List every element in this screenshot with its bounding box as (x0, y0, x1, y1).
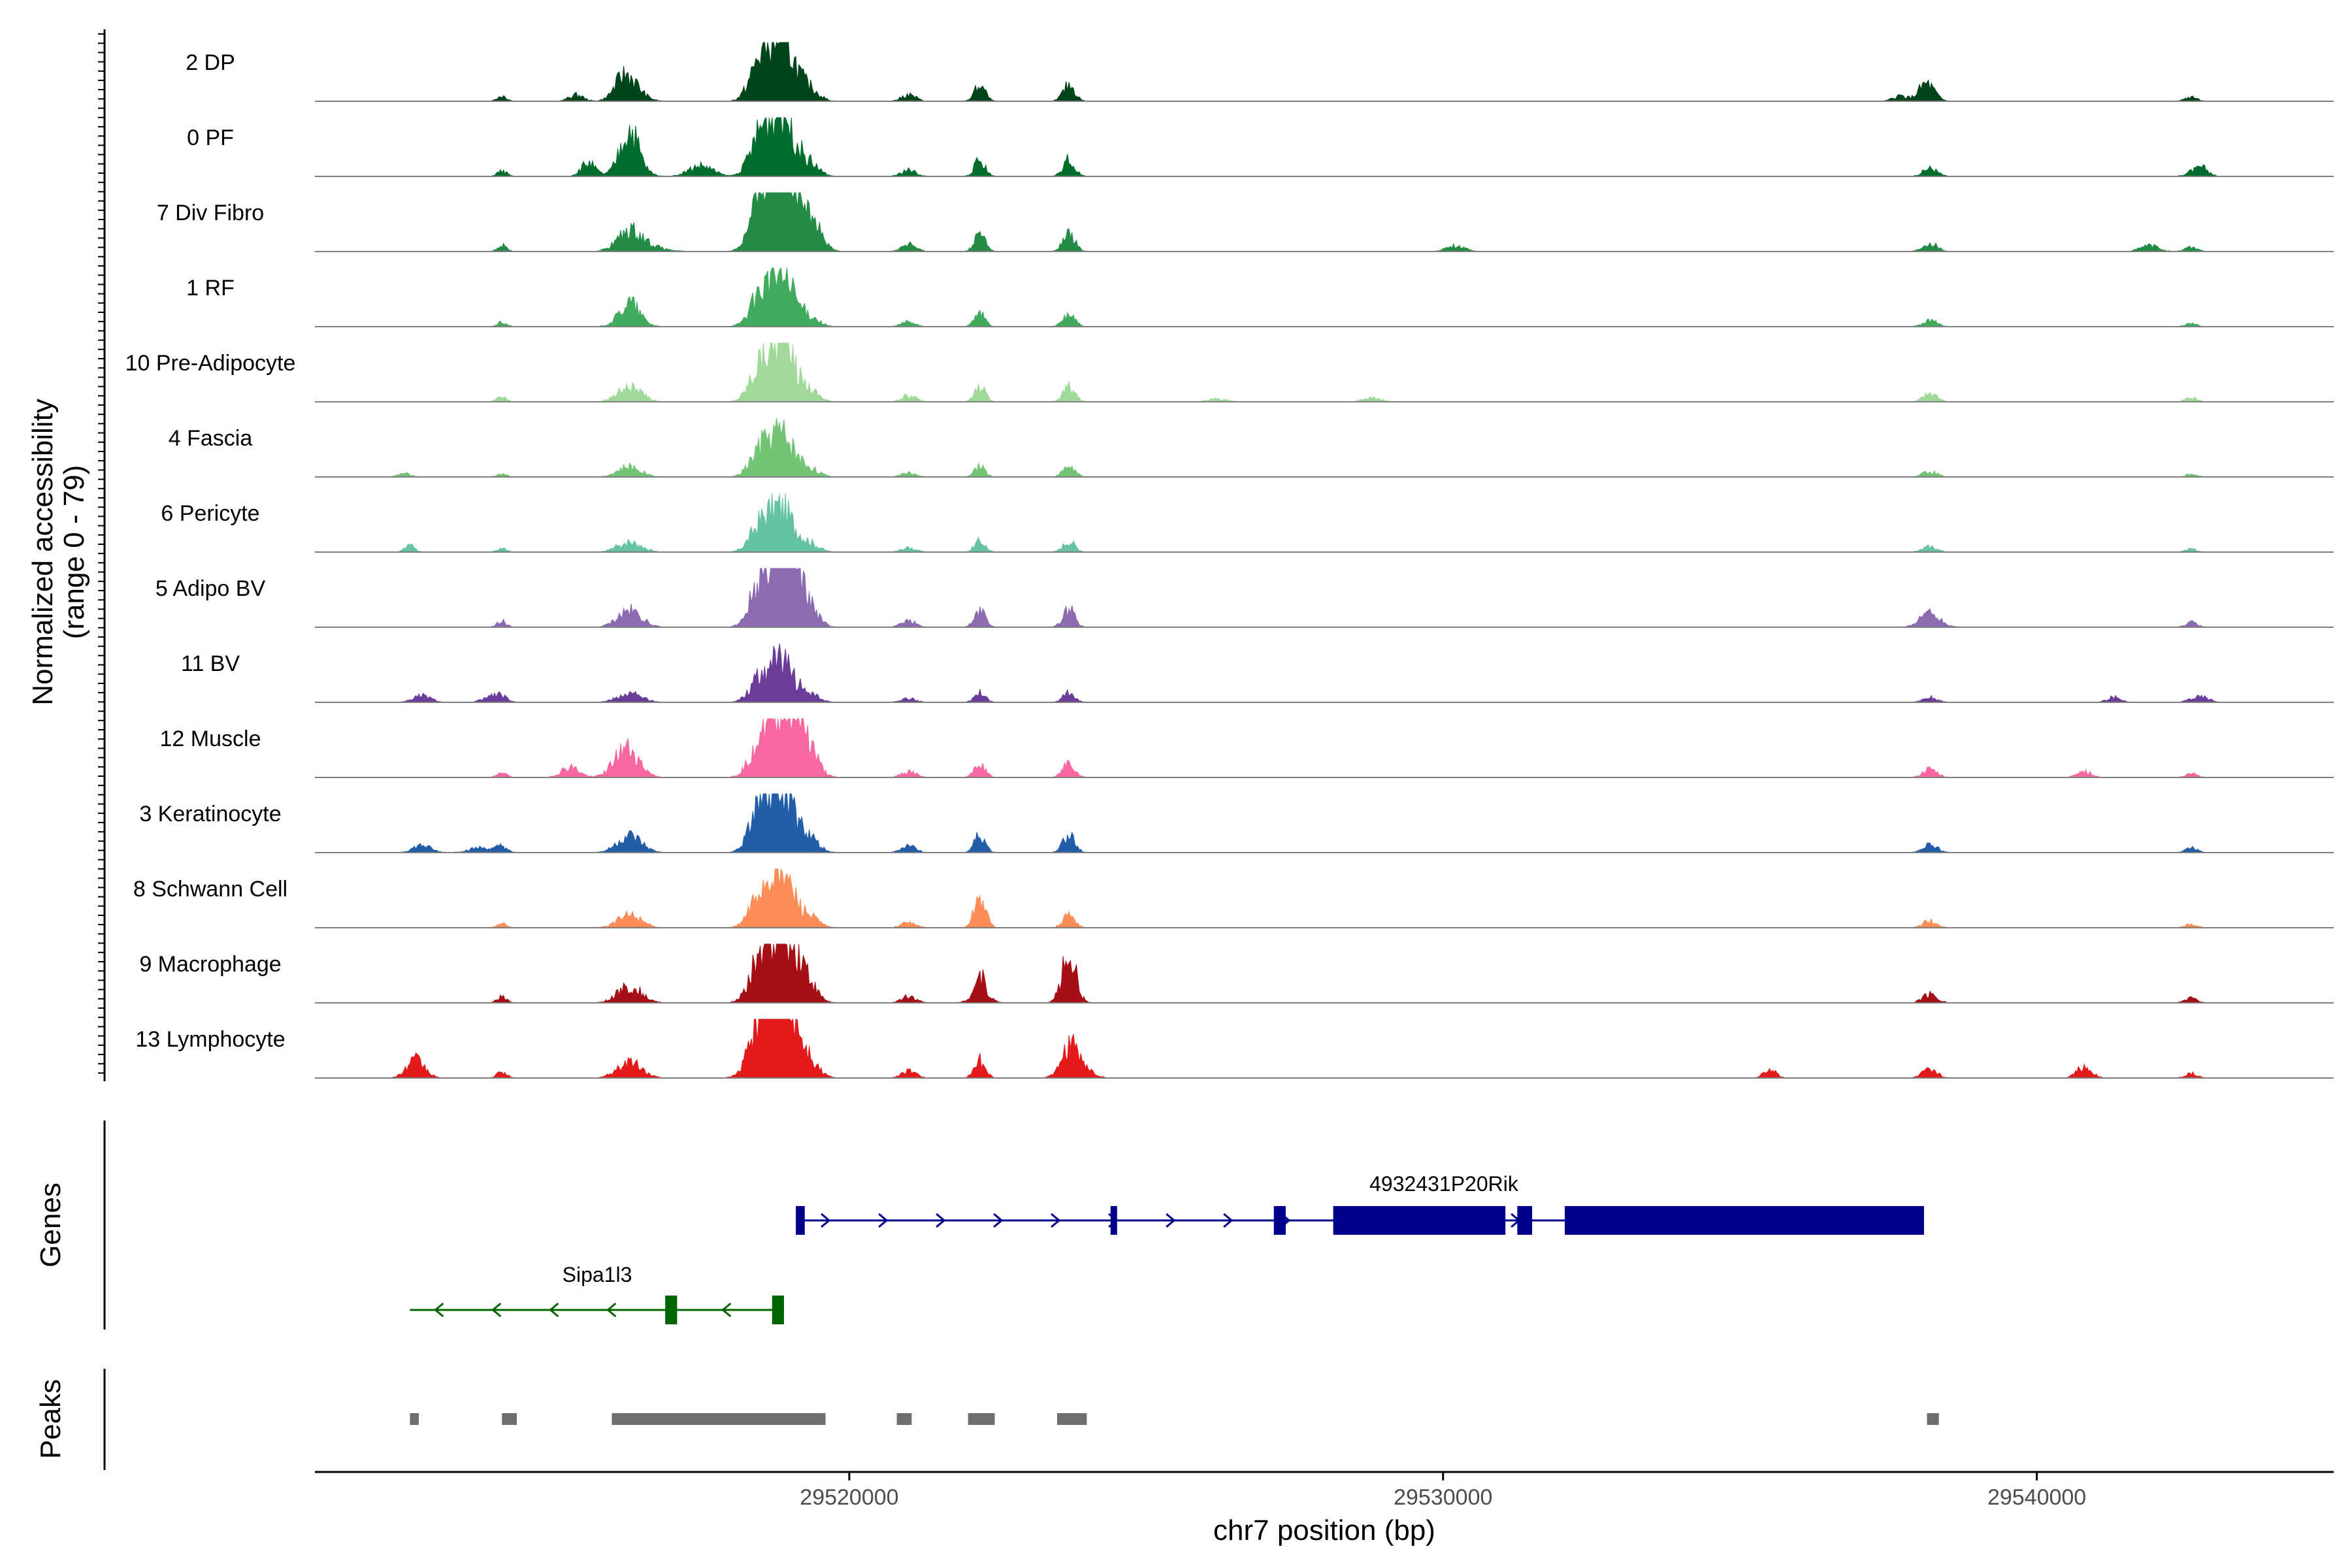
gene-4932431p20rik: 4932431P20Rik (796, 1172, 1924, 1235)
strand-arrow (821, 1213, 831, 1228)
strand-arrow (606, 1302, 617, 1318)
track-9-macrophage: 9 Macrophage (139, 943, 2334, 1004)
track-label: 7 Div Fibro (157, 201, 264, 225)
track-5-adipo-bv: 5 Adipo BV (155, 568, 2334, 628)
x-tick-label: 29540000 (1987, 1485, 2086, 1510)
track-label: 8 Schwann Cell (133, 877, 287, 902)
strand-arrow (1166, 1213, 1176, 1228)
coverage-area-10-pre-adipocyte (315, 342, 2334, 402)
gene-exon (1110, 1206, 1117, 1235)
track-4-fascia: 4 Fascia (169, 417, 2334, 478)
track-label: 13 Lymphocyte (135, 1027, 285, 1052)
track-label: 5 Adipo BV (155, 576, 266, 601)
coverage-area-6-pericyte (315, 493, 2334, 553)
track-0-pf: 0 PF (187, 116, 2334, 177)
peak-region (502, 1413, 517, 1425)
peaks-panel-title: Peaks (35, 1379, 67, 1459)
strand-arrow (491, 1302, 502, 1318)
strand-arrow (721, 1302, 732, 1318)
peak-region (410, 1413, 419, 1425)
strand-arrow (993, 1213, 1004, 1228)
gene-exon (665, 1296, 678, 1324)
track-label: 11 BV (181, 651, 240, 676)
coverage-area-1-rf (315, 267, 2334, 327)
x-tick-label: 29520000 (800, 1485, 898, 1510)
track-7-div-fibro: 7 Div Fibro (157, 191, 2334, 252)
gene-label: Sipa1l3 (563, 1263, 632, 1286)
track-label: 1 RF (186, 276, 235, 301)
x-tick-label: 29530000 (1394, 1485, 1492, 1510)
x-axis-title: chr7 position (bp) (1213, 1514, 1435, 1546)
track-3-keratinocyte: 3 Keratinocyte (139, 793, 2334, 853)
track-8-schwann-cell: 8 Schwann Cell (133, 868, 2334, 928)
coverage-area-12-muscle (315, 717, 2334, 778)
gene-exon (1333, 1206, 1506, 1235)
track-2-dp: 2 DP (186, 42, 2334, 102)
track-label: 3 Keratinocyte (139, 802, 281, 826)
coverage-area-9-macrophage (315, 943, 2334, 1004)
coverage-area-4-fascia (315, 417, 2334, 478)
gene-exon (796, 1206, 805, 1235)
strand-arrow (1051, 1213, 1061, 1228)
track-13-lymphocyte: 13 Lymphocyte (135, 1018, 2334, 1079)
strand-arrow (1223, 1213, 1233, 1228)
genes-panel-title: Genes (35, 1183, 67, 1267)
gene-sipa1l3: Sipa1l3 (410, 1263, 784, 1324)
y-axis-title: Normalized accessibility (27, 399, 59, 705)
peaks-panel (103, 1369, 1939, 1470)
gene-exon (772, 1296, 784, 1324)
gene-exon (1273, 1206, 1286, 1235)
track-6-pericyte: 6 Pericyte (161, 493, 2334, 553)
strand-arrow (936, 1213, 946, 1228)
track-1-rf: 1 RF (186, 267, 2334, 327)
track-label: 0 PF (187, 125, 234, 150)
gene-label: 4932431P20Rik (1369, 1172, 1519, 1196)
peak-region (896, 1413, 912, 1425)
y-axis-range: (range 0 - 79) (58, 465, 90, 640)
track-11-bv: 11 BV (181, 644, 2334, 703)
coverage-area-7-div-fibro (315, 191, 2334, 252)
track-label: 10 Pre-Adipocyte (125, 351, 296, 376)
genes-panel: 4932431P20Rik Sipa1l3 (103, 1120, 1924, 1330)
gene-exon (1517, 1206, 1533, 1235)
strand-arrow (434, 1302, 444, 1318)
track-10-pre-adipocyte: 10 Pre-Adipocyte (125, 342, 2334, 402)
track-12-muscle: 12 Muscle (160, 717, 2334, 778)
peak-region (1057, 1413, 1087, 1425)
coverage-area-13-lymphocyte (315, 1018, 2334, 1079)
coverage-area-5-adipo-bv (315, 568, 2334, 628)
x-axis: 29520000 29530000 29540000 (315, 1471, 2334, 1510)
y-axis (98, 29, 106, 1081)
peak-region (1927, 1413, 1939, 1425)
coverage-area-2-dp (315, 42, 2334, 102)
track-label: 6 Pericyte (161, 501, 259, 526)
coverage-tracks: 2 DP 0 PF 7 Div Fibro 1 RF 10 Pre-Adipocyte 4… (125, 42, 2334, 1079)
strand-arrow (878, 1213, 889, 1228)
peak-region (612, 1413, 826, 1425)
coverage-area-0-pf (315, 116, 2334, 177)
coverage-area-3-keratinocyte (315, 793, 2334, 853)
gene-exon (1565, 1206, 1924, 1235)
strand-arrow (549, 1302, 559, 1318)
coverage-area-11-bv (315, 644, 2334, 703)
coverage-area-8-schwann-cell (315, 868, 2334, 928)
track-label: 12 Muscle (160, 727, 261, 751)
track-label: 2 DP (186, 50, 235, 75)
track-label: 4 Fascia (169, 426, 253, 451)
track-label: 9 Macrophage (139, 952, 281, 977)
peak-region (968, 1413, 995, 1425)
